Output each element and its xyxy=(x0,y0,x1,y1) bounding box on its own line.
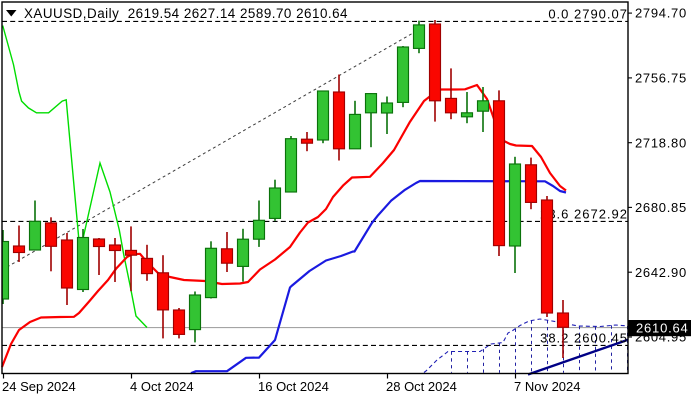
svg-text:23.6 2672.92: 23.6 2672.92 xyxy=(540,206,628,221)
svg-text:2610.64: 2610.64 xyxy=(636,321,689,336)
svg-text:24 Sep 2024: 24 Sep 2024 xyxy=(2,379,76,394)
svg-text:4 Oct 2024: 4 Oct 2024 xyxy=(130,379,194,394)
svg-text:2794.70: 2794.70 xyxy=(635,6,687,21)
svg-text:2718.80: 2718.80 xyxy=(635,135,687,150)
svg-text:2756.75: 2756.75 xyxy=(635,71,687,86)
svg-text:38.2 2600.45: 38.2 2600.45 xyxy=(540,330,628,345)
svg-text:28 Oct 2024: 28 Oct 2024 xyxy=(386,379,457,394)
svg-text:7 Nov 2024: 7 Nov 2024 xyxy=(514,379,581,394)
svg-text:0.0 2790.07: 0.0 2790.07 xyxy=(548,6,628,21)
svg-text:XAUUSD,Daily 2619.54 2627.14: XAUUSD,Daily 2619.54 2627.14 2589.70 261… xyxy=(24,6,348,21)
svg-text:2642.90: 2642.90 xyxy=(635,265,687,280)
svg-text:16 Oct 2024: 16 Oct 2024 xyxy=(258,379,329,394)
svg-text:2680.85: 2680.85 xyxy=(635,200,687,215)
